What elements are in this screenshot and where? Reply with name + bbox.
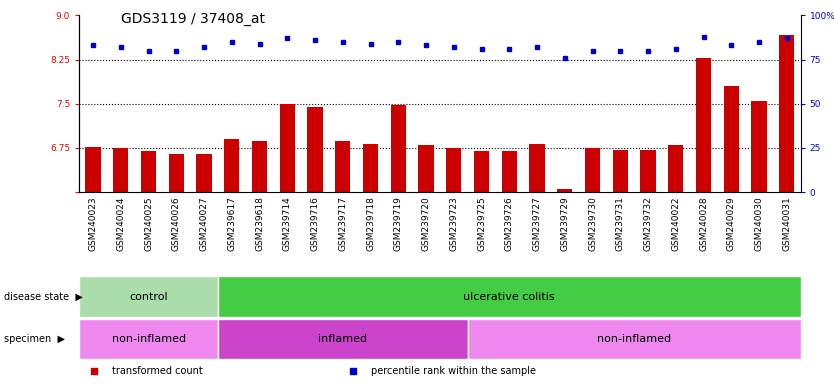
Text: GSM239716: GSM239716 xyxy=(310,196,319,251)
Text: GSM240026: GSM240026 xyxy=(172,196,181,251)
Text: GSM239726: GSM239726 xyxy=(505,196,514,251)
Text: non-inflamed: non-inflamed xyxy=(112,334,186,344)
Text: GSM239714: GSM239714 xyxy=(283,196,292,251)
Bar xyxy=(79,276,218,317)
Bar xyxy=(168,154,184,192)
Bar xyxy=(696,58,711,192)
Text: GSM240027: GSM240027 xyxy=(199,196,208,251)
Text: GSM239618: GSM239618 xyxy=(255,196,264,251)
Text: GDS3119 / 37408_at: GDS3119 / 37408_at xyxy=(121,12,265,25)
Bar xyxy=(224,139,239,192)
Bar xyxy=(751,101,766,192)
Text: inflamed: inflamed xyxy=(319,334,368,344)
Text: control: control xyxy=(129,291,168,302)
Text: GSM239727: GSM239727 xyxy=(533,196,541,251)
Bar xyxy=(724,86,739,192)
Text: GSM240023: GSM240023 xyxy=(88,196,98,251)
Bar xyxy=(308,107,323,192)
Text: GSM239731: GSM239731 xyxy=(615,196,625,251)
Text: GSM240030: GSM240030 xyxy=(755,196,763,251)
Text: GSM239717: GSM239717 xyxy=(339,196,347,251)
Bar xyxy=(530,144,545,192)
Bar xyxy=(335,141,350,192)
Text: GSM239725: GSM239725 xyxy=(477,196,486,251)
Text: GSM240028: GSM240028 xyxy=(699,196,708,251)
Bar xyxy=(779,35,795,192)
Text: GSM239719: GSM239719 xyxy=(394,196,403,251)
Bar xyxy=(668,146,683,192)
Text: GSM239729: GSM239729 xyxy=(560,196,570,251)
Bar xyxy=(85,147,101,192)
Text: GSM240024: GSM240024 xyxy=(117,196,125,251)
Bar xyxy=(279,104,295,192)
Bar xyxy=(252,141,267,192)
Bar xyxy=(141,151,156,192)
Bar xyxy=(113,148,128,192)
Text: non-inflamed: non-inflamed xyxy=(597,334,671,344)
Bar xyxy=(390,105,406,192)
Bar xyxy=(502,151,517,192)
Text: GSM239732: GSM239732 xyxy=(644,196,652,251)
Bar xyxy=(446,148,461,192)
Text: GSM240025: GSM240025 xyxy=(144,196,153,251)
Bar xyxy=(197,154,212,192)
Text: GSM240029: GSM240029 xyxy=(726,196,736,251)
Bar xyxy=(419,146,434,192)
Text: GSM240022: GSM240022 xyxy=(671,196,681,251)
Text: GSM239723: GSM239723 xyxy=(450,196,459,251)
Bar xyxy=(218,276,801,317)
Text: specimen  ▶: specimen ▶ xyxy=(4,334,65,344)
Text: GSM239718: GSM239718 xyxy=(366,196,375,251)
Text: GSM239730: GSM239730 xyxy=(588,196,597,251)
Text: percentile rank within the sample: percentile rank within the sample xyxy=(371,366,536,376)
Bar xyxy=(557,189,572,192)
Text: disease state  ▶: disease state ▶ xyxy=(4,291,83,302)
Text: transformed count: transformed count xyxy=(112,366,203,376)
Bar xyxy=(468,319,801,359)
Bar xyxy=(363,144,378,192)
Text: GSM239720: GSM239720 xyxy=(421,196,430,251)
Text: ulcerative colitis: ulcerative colitis xyxy=(464,291,555,302)
Bar xyxy=(585,148,600,192)
Bar xyxy=(218,319,468,359)
Bar xyxy=(474,151,490,192)
Bar xyxy=(79,319,218,359)
Text: GSM239617: GSM239617 xyxy=(228,196,236,251)
Bar xyxy=(613,150,628,192)
Text: GSM240031: GSM240031 xyxy=(782,196,791,251)
Bar xyxy=(641,150,656,192)
